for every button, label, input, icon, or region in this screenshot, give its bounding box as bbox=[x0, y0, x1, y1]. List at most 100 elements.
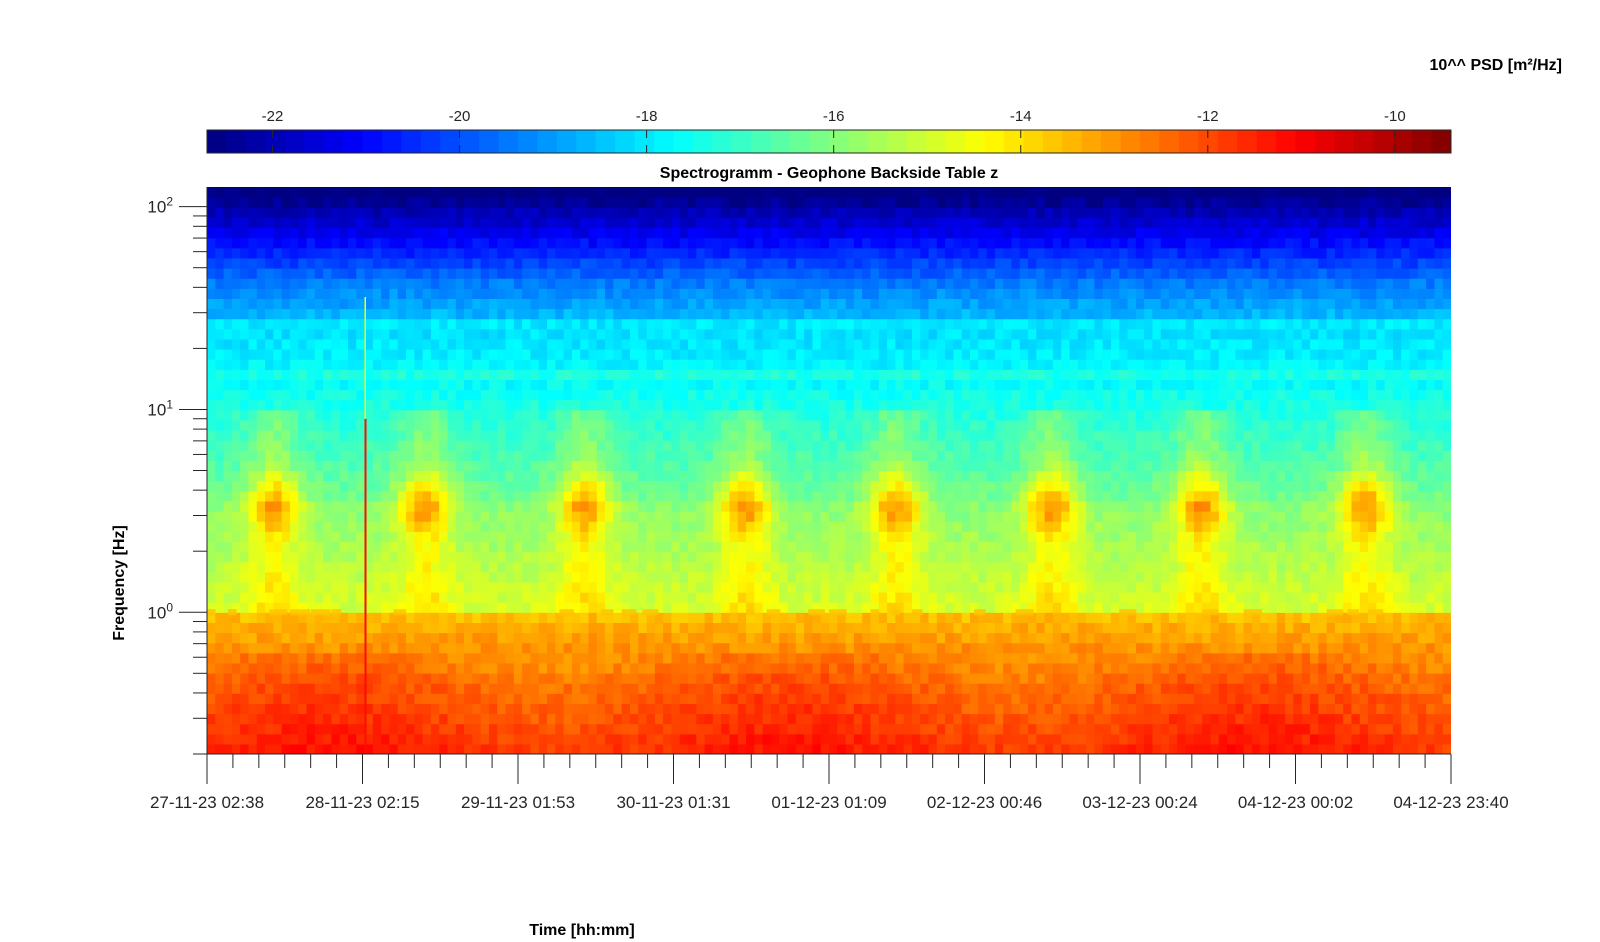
heatmap-cell bbox=[281, 743, 291, 754]
heatmap-cell bbox=[265, 713, 274, 725]
heatmap-cell bbox=[1193, 571, 1203, 583]
heatmap-cell bbox=[571, 450, 581, 461]
heatmap-cell bbox=[455, 652, 465, 664]
heatmap-cell bbox=[945, 632, 954, 644]
heatmap-cell bbox=[829, 693, 838, 704]
heatmap-cell bbox=[522, 521, 532, 532]
heatmap-cell bbox=[1301, 571, 1311, 583]
heatmap-cell bbox=[1003, 571, 1013, 583]
heatmap-cell bbox=[737, 602, 747, 613]
heatmap-cell bbox=[1003, 713, 1013, 725]
heatmap-cell bbox=[646, 561, 656, 573]
heatmap-cell bbox=[945, 602, 954, 613]
heatmap-cell bbox=[1285, 743, 1295, 754]
heatmap-cell bbox=[1218, 673, 1228, 684]
heatmap-cell bbox=[638, 551, 648, 563]
heatmap-cell bbox=[1276, 612, 1286, 623]
heatmap-cell bbox=[439, 713, 449, 725]
colorbar: -22 -20 -18 -16 -14 -12 -10 bbox=[206, 108, 1452, 154]
heatmap-cell bbox=[621, 632, 631, 644]
heatmap-cell bbox=[1359, 612, 1369, 623]
heatmap-cell bbox=[1086, 693, 1095, 704]
heatmap-cell bbox=[1343, 652, 1353, 664]
heatmap-cell bbox=[488, 581, 498, 593]
spectrogram-heatmap bbox=[207, 187, 1451, 754]
heatmap-cell bbox=[406, 673, 415, 684]
heatmap-cell bbox=[240, 521, 250, 532]
heatmap-cell bbox=[961, 622, 971, 634]
heatmap-cell bbox=[397, 733, 407, 745]
heatmap-cell bbox=[1036, 612, 1046, 623]
heatmap-cell bbox=[1086, 662, 1095, 674]
heatmap-cell bbox=[339, 673, 349, 684]
heatmap-cell bbox=[671, 531, 681, 542]
heatmap-cell bbox=[464, 571, 473, 583]
heatmap-cell bbox=[621, 460, 631, 472]
heatmap-cell bbox=[795, 511, 805, 522]
heatmap-cell bbox=[397, 470, 407, 482]
heatmap-cell bbox=[480, 531, 490, 542]
heatmap-cell bbox=[215, 632, 225, 644]
heatmap-cell bbox=[936, 592, 946, 603]
heatmap-cell bbox=[439, 602, 449, 613]
heatmap-cell bbox=[1276, 632, 1286, 644]
heatmap-cell bbox=[721, 713, 731, 725]
heatmap-cell bbox=[1210, 723, 1220, 735]
heatmap-cell bbox=[1127, 531, 1137, 542]
heatmap-cell bbox=[878, 622, 888, 634]
heatmap-cell bbox=[945, 470, 954, 482]
heatmap-cell bbox=[878, 440, 888, 451]
heatmap-cell bbox=[464, 470, 473, 482]
heatmap-cell bbox=[513, 703, 523, 715]
heatmap-cell bbox=[812, 541, 822, 553]
heatmap-cell bbox=[945, 511, 954, 522]
heatmap-cell bbox=[737, 460, 747, 472]
heatmap-cell bbox=[928, 632, 938, 644]
heatmap-cell bbox=[1019, 511, 1029, 522]
heatmap-cell bbox=[1193, 743, 1203, 754]
heatmap-cell bbox=[829, 703, 838, 715]
heatmap-cell bbox=[381, 652, 391, 664]
heatmap-cell bbox=[679, 440, 689, 451]
heatmap-cell bbox=[1127, 581, 1137, 593]
heatmap-cell bbox=[845, 500, 855, 512]
heatmap-cell bbox=[356, 511, 366, 522]
heatmap-cell bbox=[754, 652, 764, 664]
heatmap-cell bbox=[1036, 419, 1046, 431]
heatmap-cell bbox=[1251, 703, 1261, 715]
heatmap-cell bbox=[1251, 480, 1261, 492]
heatmap-cell bbox=[945, 500, 954, 512]
heatmap-cell bbox=[323, 521, 332, 532]
heatmap-cell bbox=[522, 602, 532, 613]
heatmap-cell bbox=[1243, 602, 1253, 613]
heatmap-cell bbox=[256, 693, 266, 704]
heatmap-cell bbox=[1359, 490, 1369, 502]
heatmap-cell bbox=[1152, 581, 1162, 593]
heatmap-cell bbox=[513, 571, 523, 583]
heatmap-cell bbox=[961, 470, 971, 482]
heatmap-cell bbox=[1285, 673, 1295, 684]
heatmap-cell bbox=[762, 662, 772, 674]
heatmap-cell bbox=[737, 673, 747, 684]
heatmap-cell bbox=[497, 592, 507, 603]
heatmap-cell bbox=[480, 470, 490, 482]
heatmap-cell bbox=[1028, 723, 1037, 735]
heatmap-cell bbox=[240, 673, 250, 684]
heatmap-cell bbox=[422, 673, 432, 684]
heatmap-cell bbox=[372, 500, 382, 512]
heatmap-cell bbox=[1359, 592, 1369, 603]
heatmap-cell bbox=[679, 490, 689, 502]
heatmap-cell bbox=[1019, 733, 1029, 745]
heatmap-cell bbox=[1293, 703, 1303, 715]
heatmap-cell bbox=[1135, 612, 1145, 623]
heatmap-cell bbox=[1326, 703, 1336, 715]
heatmap-cell bbox=[770, 521, 780, 532]
heatmap-cell bbox=[588, 632, 598, 644]
heatmap-cell bbox=[1359, 723, 1369, 735]
heatmap-cell bbox=[663, 662, 673, 674]
heatmap-cell bbox=[605, 703, 614, 715]
heatmap-cell bbox=[1077, 612, 1087, 623]
heatmap-cell bbox=[712, 561, 722, 573]
heatmap-cell bbox=[654, 612, 664, 623]
heatmap-cell bbox=[1177, 430, 1187, 441]
